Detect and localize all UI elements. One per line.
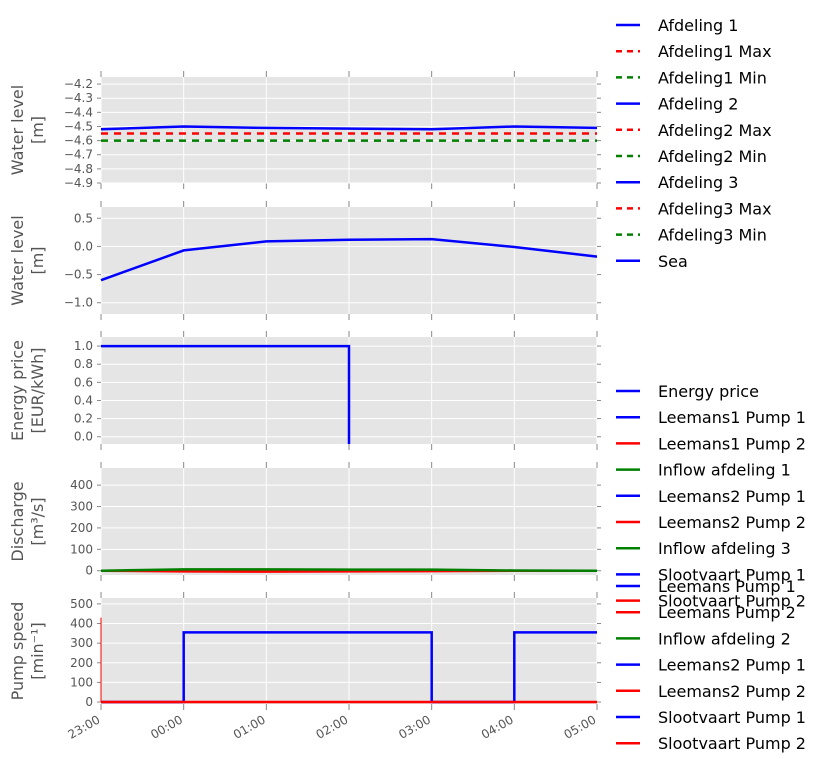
legend-label: Leemans1 Pump 1 <box>658 408 806 427</box>
x-tick-label: 01:00 <box>231 712 268 741</box>
legend-label: Slootvaart Pump 2 <box>658 734 806 753</box>
legend-label: Leemans2 Pump 1 <box>658 656 806 675</box>
y-tick-label: 200 <box>70 656 93 670</box>
legend-label: Sea <box>658 252 688 271</box>
series-line <box>100 237 598 282</box>
y-tick-label: −0.5 <box>64 268 93 282</box>
y-tick-label: 0 <box>85 695 93 709</box>
x-tick-label: 05:00 <box>562 712 599 741</box>
legend-label: Leemans2 Pump 1 <box>658 487 806 506</box>
series-line <box>101 631 597 704</box>
y-tick-label: 400 <box>70 478 93 492</box>
legend-label: Afdeling1 Max <box>658 42 772 61</box>
y-tick-label: 500 <box>70 597 93 611</box>
legend-label: Energy price <box>658 382 759 401</box>
legend-label: Leemans Pump 1 <box>658 577 796 596</box>
legend-label: Inflow afdeling 1 <box>658 461 791 480</box>
y-tick-label: −4.5 <box>64 119 93 133</box>
y-tick-label: 1.0 <box>74 339 93 353</box>
y-tick-label: 0.2 <box>74 412 93 426</box>
legend-label: Afdeling3 Min <box>658 226 767 245</box>
y-tick-label: 400 <box>70 617 93 631</box>
y-tick-label: −4.2 <box>64 77 93 91</box>
y-tick-label: 0.8 <box>74 357 93 371</box>
legend-label: Inflow afdeling 2 <box>658 629 791 648</box>
y-tick-label: 0.4 <box>74 393 93 407</box>
x-tick-label: 00:00 <box>148 712 185 741</box>
series-line <box>100 125 598 131</box>
x-tick-label: 02:00 <box>314 712 351 741</box>
legend-label: Slootvaart Pump 2 <box>658 592 806 611</box>
legend-2: Energy price Leemans1 Pump 1 Leemans1 Pump… <box>616 382 806 611</box>
y-tick-label: 0.0 <box>74 430 93 444</box>
x-tick-label: 23:00 <box>66 712 103 741</box>
y-tick-label: −1.0 <box>64 296 93 310</box>
y-tick-label: −4.4 <box>64 105 93 119</box>
legend-label: Afdeling3 Max <box>658 199 772 218</box>
legend-label: Afdeling 3 <box>658 173 738 192</box>
y-tick-label: −4.9 <box>64 176 93 190</box>
y-tick-label: 300 <box>70 500 93 514</box>
legend-label: Afdeling1 Min <box>658 68 767 87</box>
y-axis-label: Water level[m] <box>8 215 47 305</box>
subplot-2: 0.5 0.0 −0.5 −1.0 Water level[m] <box>8 201 601 320</box>
legend-label: Leemans1 Pump 2 <box>658 434 806 453</box>
subplot-5: 500 400 300 200 100 0 Pump speed[min⁻¹] 23:00 00… <box>8 592 601 742</box>
subplot-1: −4.2−4.3−4.4−4.5−4.6−4.7−4.8−4.9 Water le… <box>8 71 601 190</box>
legend-label: Leemans2 Pump 2 <box>658 682 806 701</box>
x-tick-label: 03:00 <box>396 712 433 741</box>
y-tick-label: 0.5 <box>74 211 93 225</box>
y-tick-label: 0.6 <box>74 375 93 389</box>
series-line <box>100 568 598 572</box>
x-tick-label: 04:00 <box>479 712 516 741</box>
legend-label: Afdeling2 Max <box>658 121 772 140</box>
y-axis-label: Water level[m] <box>8 85 47 175</box>
y-axis-label: Energy price[EUR/kWh] <box>8 340 47 441</box>
y-tick-label: 100 <box>70 542 93 556</box>
y-axis-label: Discharge[m³/s] <box>8 481 47 561</box>
legend-1: Afdeling 1 Afdeling1 Max Afdeling1 Min Afde… <box>616 16 772 271</box>
legend-label: Afdeling 2 <box>658 95 738 114</box>
y-tick-label: 0 <box>85 564 93 578</box>
legend-label: Afdeling2 Min <box>658 147 767 166</box>
subplot-3: 1.0 0.8 0.6 0.4 0.2 0.0 Energy price[EUR/kWh] <box>8 331 601 450</box>
y-tick-label: 0.0 <box>74 239 93 253</box>
y-tick-label: −4.8 <box>64 162 93 176</box>
y-axis-label: Pump speed[min⁻¹] <box>8 602 47 701</box>
legend-label: Leemans Pump 2 <box>658 603 796 622</box>
subplot-4: 400 300 200 100 0 Discharge[m³/s] <box>8 462 601 581</box>
legend-label: Slootvaart Pump 1 <box>658 565 806 584</box>
y-tick-label: −4.6 <box>64 134 93 148</box>
legend-label: Leemans2 Pump 2 <box>658 513 806 532</box>
y-tick-label: 300 <box>70 636 93 650</box>
series-line <box>101 344 351 444</box>
legend-label: Afdeling 1 <box>658 16 738 35</box>
y-tick-label: −4.7 <box>64 148 93 162</box>
y-tick-label: 100 <box>70 675 93 689</box>
legend-label: Inflow afdeling 3 <box>658 539 791 558</box>
legend-3: Leemans Pump 1 Leemans Pump 2 Inflow afdel… <box>616 577 806 753</box>
y-tick-label: 200 <box>70 521 93 535</box>
y-tick-label: −4.3 <box>64 91 93 105</box>
legend-label: Slootvaart Pump 1 <box>658 708 806 727</box>
